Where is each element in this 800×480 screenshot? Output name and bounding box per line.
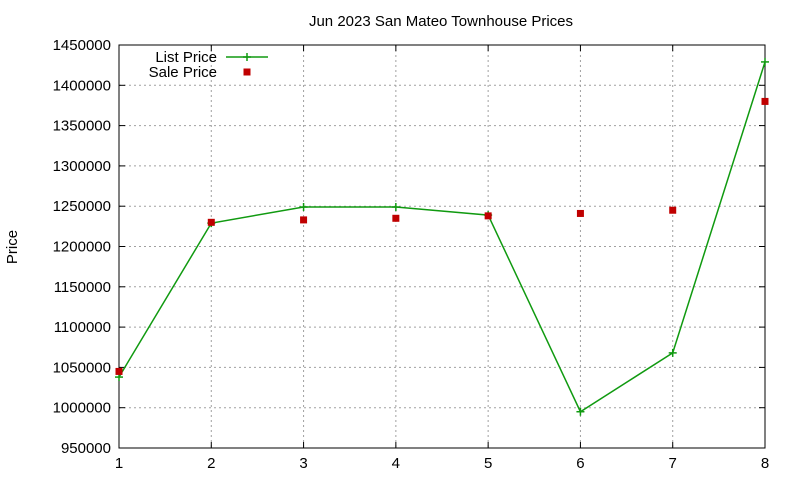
y-tick-label: 1100000	[54, 319, 111, 336]
legend-label: Sale Price	[149, 64, 217, 81]
series-sale-price-point	[392, 214, 400, 222]
grid-lines	[119, 45, 765, 448]
series-list-price-point	[391, 203, 400, 212]
legend-swatch-marker	[243, 68, 251, 76]
x-tick-label: 3	[299, 455, 307, 472]
legend-swatch-marker	[243, 53, 251, 61]
series-layer	[115, 57, 769, 416]
chart-title: Jun 2023 San Mateo Townhouse Prices	[309, 13, 573, 30]
series-list-price-line	[118, 61, 766, 413]
x-tick-label: 5	[484, 455, 492, 472]
series-list-price-point	[299, 203, 308, 212]
series-sale-price-point	[761, 97, 769, 105]
series-list-price-point	[668, 348, 677, 357]
y-tick-label: 1050000	[53, 359, 111, 376]
y-axis-label: Price	[4, 230, 21, 264]
series-list-price-point	[576, 407, 585, 416]
x-tick-label: 2	[207, 455, 215, 472]
series-sale-price-point	[115, 367, 123, 375]
x-tick-label: 7	[669, 455, 677, 472]
y-tick-label: 1300000	[53, 158, 111, 175]
series-list-price-point	[761, 57, 769, 66]
series-sale-price-point	[207, 218, 215, 226]
y-tick-label: 1250000	[53, 198, 111, 215]
y-tick-label: 1200000	[53, 239, 111, 256]
y-tick-label: 1000000	[53, 400, 111, 417]
series-sale-price-point	[300, 216, 308, 224]
x-tick-label: 4	[392, 455, 400, 472]
x-tick-label: 6	[576, 455, 584, 472]
y-tick-label: 1150000	[54, 279, 111, 296]
x-tick-label: 1	[115, 455, 123, 472]
y-tick-label: 1350000	[53, 118, 111, 135]
series-sale-price-point	[484, 212, 492, 220]
plot-frame	[118, 44, 766, 449]
series-sale-price-point	[576, 209, 584, 217]
series-sale-price-point	[669, 206, 677, 214]
y-tick-label: 1450000	[53, 37, 111, 54]
x-tick-label: 8	[761, 455, 769, 472]
axis-ticks: 1 2 3 4 5 6 7 8 950000 1000000 1050000 1100000 11500…	[53, 37, 770, 472]
y-tick-label: 950000	[61, 440, 111, 457]
y-tick-label: 1400000	[53, 77, 111, 94]
legend-label: List Price	[155, 49, 217, 66]
